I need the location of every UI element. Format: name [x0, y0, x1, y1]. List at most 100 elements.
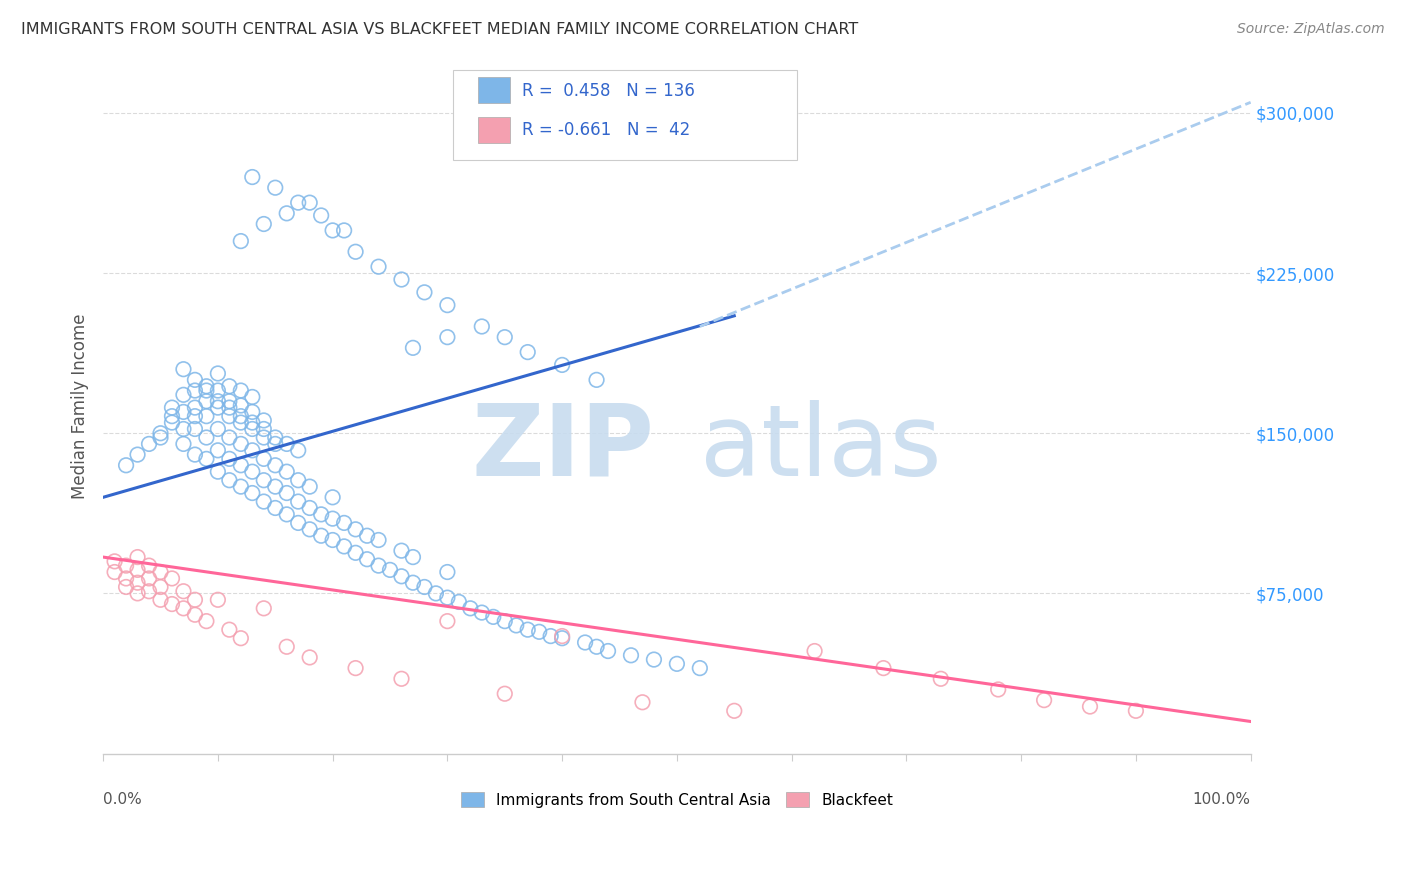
Point [505, 618, 527, 632]
Point [149, 426, 172, 441]
Point [253, 430, 276, 444]
Point [184, 422, 207, 436]
Point [1078, 699, 1101, 714]
Point [631, 695, 654, 709]
Point [344, 546, 367, 560]
Point [516, 623, 538, 637]
Point [471, 319, 494, 334]
Point [402, 575, 425, 590]
Point [413, 285, 436, 300]
Point [218, 401, 240, 415]
Point [253, 601, 276, 615]
Point [115, 558, 138, 573]
Point [276, 640, 298, 654]
Point [172, 422, 194, 436]
Point [218, 394, 240, 409]
Point [689, 661, 711, 675]
Point [253, 413, 276, 427]
Point [344, 522, 367, 536]
Point [872, 661, 894, 675]
Point [229, 480, 252, 494]
Text: Source: ZipAtlas.com: Source: ZipAtlas.com [1237, 22, 1385, 37]
Point [149, 592, 172, 607]
Point [1125, 704, 1147, 718]
Text: IMMIGRANTS FROM SOUTH CENTRAL ASIA VS BLACKFEET MEDIAN FAMILY INCOME CORRELATION: IMMIGRANTS FROM SOUTH CENTRAL ASIA VS BL… [21, 22, 858, 37]
Point [195, 379, 218, 393]
Point [229, 409, 252, 424]
Point [127, 563, 149, 577]
Point [298, 195, 321, 210]
Point [218, 623, 240, 637]
Point [551, 358, 574, 372]
Point [264, 458, 287, 473]
Point [253, 422, 276, 436]
Point [1033, 693, 1056, 707]
Point [264, 437, 287, 451]
Point [229, 458, 252, 473]
Point [160, 401, 183, 415]
Point [207, 367, 229, 381]
Point [195, 614, 218, 628]
Point [240, 169, 263, 184]
Point [378, 563, 401, 577]
Point [172, 601, 194, 615]
Point [264, 180, 287, 194]
Point [540, 629, 562, 643]
Point [551, 629, 574, 643]
Point [115, 458, 138, 473]
Point [391, 672, 413, 686]
Point [333, 516, 356, 530]
Point [184, 448, 207, 462]
Point [207, 592, 229, 607]
Point [309, 529, 332, 543]
Point [138, 558, 160, 573]
Point [803, 644, 825, 658]
Point [253, 217, 276, 231]
Point [149, 430, 172, 444]
Point [482, 610, 505, 624]
Point [436, 614, 458, 628]
Point [240, 405, 263, 419]
Point [207, 394, 229, 409]
Point [322, 533, 344, 547]
Point [115, 571, 138, 585]
Point [138, 571, 160, 585]
Point [494, 687, 516, 701]
Point [987, 682, 1010, 697]
Point [172, 388, 194, 402]
Point [127, 448, 149, 462]
Point [276, 508, 298, 522]
Point [160, 416, 183, 430]
Point [195, 409, 218, 424]
Point [240, 486, 263, 500]
Point [229, 399, 252, 413]
Point [172, 362, 194, 376]
Point [298, 650, 321, 665]
Point [494, 330, 516, 344]
FancyBboxPatch shape [478, 77, 510, 103]
Point [160, 597, 183, 611]
Point [138, 584, 160, 599]
Point [207, 422, 229, 436]
Point [391, 272, 413, 286]
Point [367, 558, 389, 573]
Point [391, 569, 413, 583]
Point [207, 401, 229, 415]
Point [309, 508, 332, 522]
Point [207, 443, 229, 458]
Point [425, 586, 447, 600]
Point [402, 550, 425, 565]
Point [344, 244, 367, 259]
Point [172, 437, 194, 451]
Point [115, 580, 138, 594]
Point [195, 430, 218, 444]
Point [585, 640, 607, 654]
Point [527, 624, 550, 639]
Point [184, 373, 207, 387]
Point [298, 522, 321, 536]
Point [287, 494, 309, 508]
Point [309, 209, 332, 223]
Y-axis label: Median Family Income: Median Family Income [72, 314, 89, 500]
Point [929, 672, 952, 686]
Point [184, 384, 207, 398]
